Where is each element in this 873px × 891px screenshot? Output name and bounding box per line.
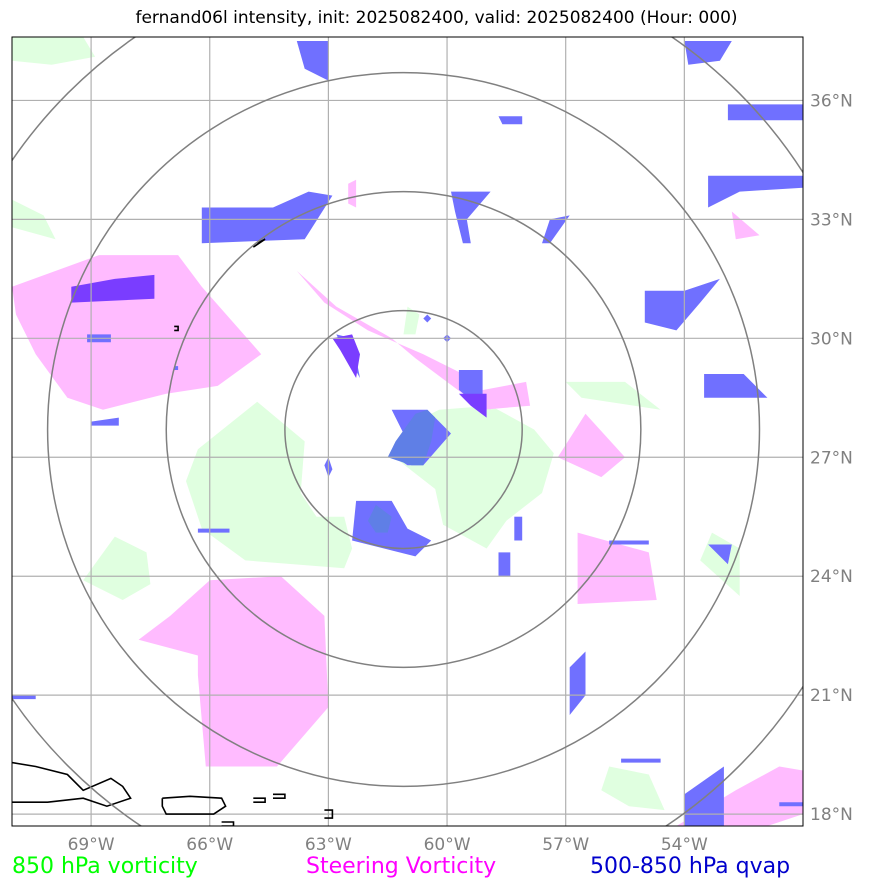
range-ring [165, 190, 642, 669]
chart-title: fernand06l intensity, init: 2025082400, … [135, 8, 738, 28]
qvap-region-0 [296, 41, 329, 81]
vort850-region-5 [565, 381, 661, 410]
coastline [161, 795, 227, 815]
vort850-region-3 [186, 401, 353, 569]
qvap-region-29 [779, 802, 803, 807]
qvap-region-5 [451, 191, 491, 244]
coastline [253, 797, 266, 804]
qvap-region-20 [197, 528, 230, 533]
coastline [273, 793, 286, 800]
vort850-region-8 [601, 766, 665, 811]
steering-region-5 [731, 211, 760, 240]
qvap-region-26 [621, 758, 661, 763]
qvap-region-2 [727, 104, 803, 121]
coastline [221, 821, 235, 826]
legend-qvap: 500-850 hPa qvap [590, 854, 791, 879]
qvap-region-4 [201, 191, 333, 244]
qvap-region-17 [423, 314, 432, 323]
steering-region-1 [296, 270, 491, 410]
qvap-region-3 [498, 116, 523, 125]
qvap-region-8 [644, 278, 720, 331]
qvap-region-13 [91, 417, 119, 426]
coastlines [12, 238, 334, 826]
range-ring [46, 71, 761, 788]
y-tick-label: 24°N [810, 567, 853, 587]
qvap-region-6 [542, 215, 570, 244]
tick-labels: 69°W 66°W 63°W 60°W 57°W 54°W 18°N 21°N 24°N 27°N… [68, 91, 853, 855]
qvap-region-25 [569, 651, 586, 715]
legend-vort850: 850 hPa vorticity [12, 854, 198, 879]
qvap-region-1 [684, 41, 732, 65]
steering-region-4 [348, 179, 357, 208]
x-tick-label: 69°W [68, 835, 115, 855]
x-tick-label: 57°W [542, 835, 589, 855]
x-tick-label: 60°W [424, 835, 471, 855]
vort850-region-0 [12, 37, 96, 65]
qvap-layer [12, 41, 803, 826]
x-tick-label: 54°W [661, 835, 708, 855]
qvap-core-region-1 [367, 504, 392, 533]
vort850-region-2 [403, 306, 420, 335]
range-ring [284, 309, 523, 550]
x-tick-label: 63°W [305, 835, 352, 855]
qvap-region-28 [12, 695, 36, 700]
y-tick-label: 21°N [810, 686, 853, 706]
steering-region-3 [557, 413, 625, 478]
qvap-strong-region-0 [71, 274, 155, 303]
steering-region-7 [577, 532, 657, 604]
qvap-region-22 [498, 552, 511, 577]
x-tick-label: 66°W [186, 835, 233, 855]
coastline [324, 809, 334, 819]
y-tick-label: 33°N [810, 210, 853, 230]
qvap-strong-region-2 [458, 393, 487, 418]
steering-region-6 [138, 576, 329, 767]
qvap-region-9 [704, 374, 768, 398]
coastline [12, 761, 132, 808]
gridlines [12, 37, 803, 826]
plot-frame [11, 36, 804, 827]
qvap-region-27 [684, 766, 724, 826]
y-tick-label: 27°N [810, 448, 853, 468]
vort850-region-7 [83, 536, 151, 600]
y-tick-label: 30°N [810, 329, 853, 349]
qvap-region-7 [708, 175, 803, 208]
legend-steering: Steering Vorticity [306, 854, 497, 879]
qvap-region-24 [708, 544, 732, 565]
coastline [174, 325, 179, 332]
qvap-core-region-0 [387, 409, 436, 466]
coastline [252, 238, 266, 248]
qvap-strong-region-1 [332, 334, 360, 378]
y-tick-label: 18°N [810, 805, 853, 825]
y-tick-label: 36°N [810, 91, 853, 111]
qvap-region-21 [514, 516, 523, 541]
qvap-region-23 [609, 540, 649, 545]
